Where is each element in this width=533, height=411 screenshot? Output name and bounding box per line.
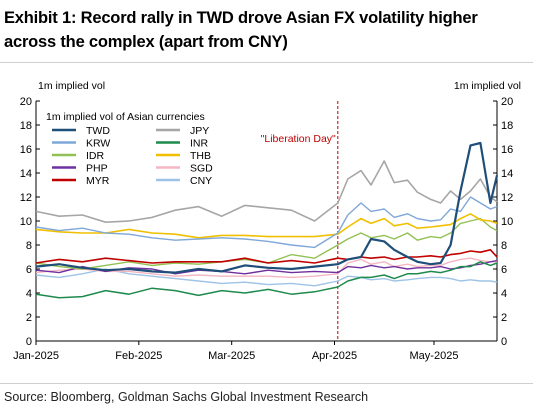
legend-label-php: PHP — [86, 163, 108, 175]
series-line-cny — [35, 268, 498, 287]
title-line-1: Exhibit 1: Record rally in TWD drove Asi… — [4, 9, 478, 27]
series-line-jpy — [35, 160, 498, 223]
legend-label-krw: KRW — [86, 138, 110, 150]
y-tick-label-left: 0 — [26, 336, 32, 348]
legend-label-twd: TWD — [86, 125, 110, 137]
legend-label-jpy: JPY — [190, 125, 209, 137]
line-chart: 1m implied vol 1m implied vol 0 0 2 2 4 4 6 6 8 8 10… — [13, 80, 521, 362]
y-tick-label-left: 4 — [26, 288, 32, 300]
source-note: Source: Bloomberg, Goldman Sachs Global … — [4, 390, 369, 404]
y-tick-label-right: 6 — [501, 264, 507, 276]
y-tick-label-right: 0 — [501, 336, 507, 348]
y-axis-label-left: 1m implied vol — [38, 80, 105, 92]
legend-label-cny: CNY — [190, 175, 212, 187]
y-axis-label-right: 1m implied vol — [454, 80, 521, 92]
series-line-myr — [35, 249, 498, 264]
y-tick-label-left: 10 — [20, 216, 32, 228]
series-line-krw — [35, 196, 498, 249]
y-tick-label-right: 4 — [501, 288, 507, 300]
chart-axes: 1m implied vol 1m implied vol 0 0 2 2 4 4 6 6 8 8 10… — [13, 80, 521, 362]
y-tick-label-left: 16 — [20, 144, 32, 156]
y-tick-label-right: 12 — [501, 192, 513, 204]
y-tick-label-left: 20 — [20, 96, 32, 108]
bottom-divider — [0, 383, 533, 384]
legend-label-thb: THB — [190, 150, 211, 162]
y-tick-label-right: 2 — [501, 312, 507, 324]
series-line-thb — [35, 213, 498, 239]
chart-annotation: "Liberation Day" — [261, 101, 339, 341]
series-line-sgd — [35, 257, 497, 279]
y-tick-label-left: 18 — [20, 120, 32, 132]
chart-legend: 1m implied vol of Asian currencies TWD JPY… — [46, 111, 213, 187]
y-tick-label-left: 14 — [20, 168, 32, 180]
y-tick-label-right: 14 — [501, 168, 513, 180]
legend-title: 1m implied vol of Asian currencies — [46, 111, 205, 123]
series-line-inr — [35, 261, 498, 299]
y-tick-label-right: 18 — [501, 120, 513, 132]
x-tick-label: Mar-2025 — [208, 350, 255, 362]
series-line-twd — [35, 141, 499, 274]
title-line-2: across the complex (apart from CNY) — [4, 33, 288, 51]
legend-label-myr: MYR — [86, 175, 110, 187]
x-tick-label: Jan-2025 — [13, 350, 59, 362]
legend-label-inr: INR — [190, 138, 209, 150]
exhibit-title: Exhibit 1: Record rally in TWD drove Asi… — [4, 6, 529, 54]
top-divider — [0, 62, 533, 63]
y-tick-label-left: 8 — [26, 240, 32, 252]
y-tick-label-right: 8 — [501, 240, 507, 252]
series-line-idr — [35, 217, 498, 270]
chart-series — [35, 141, 499, 299]
y-tick-label-right: 20 — [501, 96, 513, 108]
liberation-day-label: "Liberation Day" — [261, 133, 336, 145]
y-tick-label-right: 16 — [501, 144, 513, 156]
legend-label-idr: IDR — [86, 150, 105, 162]
legend-label-sgd: SGD — [190, 163, 213, 175]
x-tick-label: Apr-2025 — [312, 350, 357, 362]
y-tick-label-left: 6 — [26, 264, 32, 276]
x-tick-label: May-2025 — [410, 350, 459, 362]
y-tick-label-left: 12 — [20, 192, 32, 204]
x-tick-label: Feb-2025 — [115, 350, 162, 362]
y-tick-label-left: 2 — [26, 312, 32, 324]
y-tick-label-right: 10 — [501, 216, 513, 228]
